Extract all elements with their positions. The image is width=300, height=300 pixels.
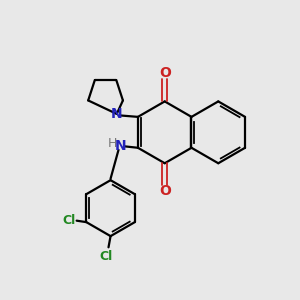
Text: N: N [115, 139, 126, 153]
Text: Cl: Cl [62, 214, 75, 227]
Text: O: O [159, 184, 171, 198]
Text: O: O [159, 66, 171, 80]
Text: H: H [108, 137, 117, 151]
Text: Cl: Cl [100, 250, 113, 263]
Text: N: N [111, 107, 123, 121]
